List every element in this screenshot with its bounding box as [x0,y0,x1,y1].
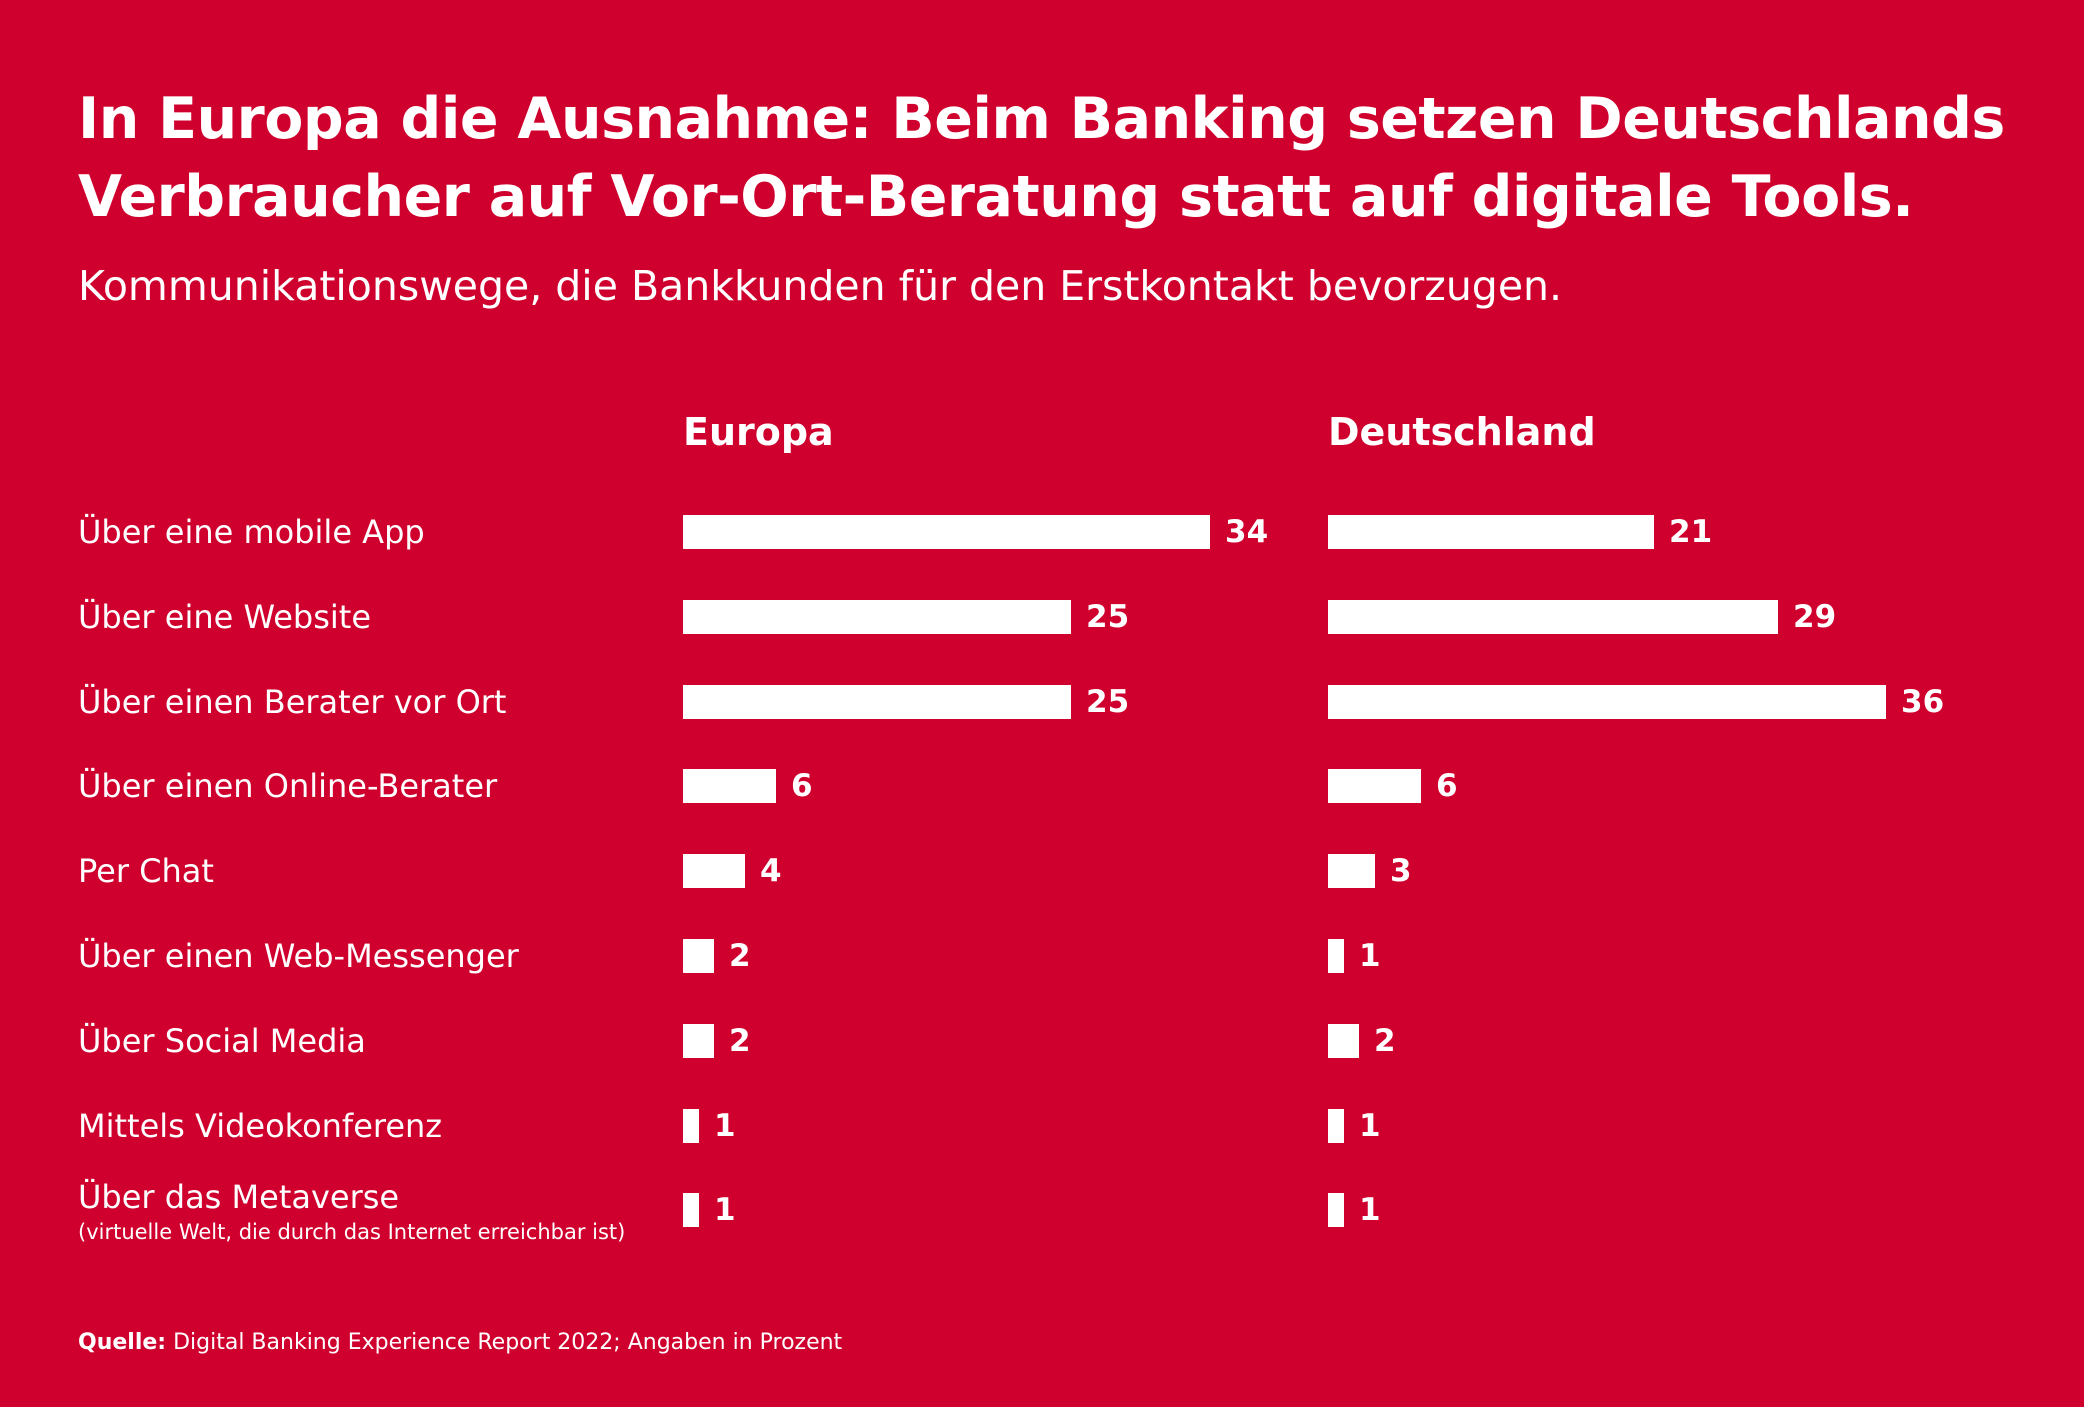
value-label-deutschland: 29 [1793,598,1837,635]
series-header-europa: Europa [683,410,834,454]
value-label-europa: 2 [729,938,751,974]
value-label-europa: 2 [729,1022,751,1059]
bar-europa [683,1193,699,1228]
value-label-deutschland: 21 [1669,514,1713,550]
category-label-text: Über eine mobile App [78,513,425,551]
value-label-europa: 1 [714,1107,736,1144]
bar-europa [683,599,1071,634]
value-label-deutschland: 2 [1374,1022,1396,1059]
bar-deutschland [1328,1108,1344,1143]
category-label: Über Social Media [78,1019,366,1063]
value-label-deutschland: 1 [1359,938,1381,974]
bar-deutschland [1328,1193,1344,1228]
value-label-deutschland: 3 [1390,853,1412,890]
value-label-europa: 4 [760,853,782,890]
bar-europa [683,939,714,973]
category-label: Per Chat [78,849,214,893]
bar-europa [683,769,776,804]
category-label-text: Über einen Online-Berater [78,767,498,806]
value-label-deutschland: 1 [1359,1107,1381,1144]
chart-subtitle: Kommunikationswege, die Bankkunden für d… [78,262,1563,310]
bar-deutschland [1328,599,1778,634]
category-label: Über einen Online-Berater [78,764,497,808]
bar-deutschland [1328,684,1886,719]
category-label: Über einen Berater vor Ort [78,680,506,724]
value-label-deutschland: 36 [1901,683,1945,720]
bar-europa [683,1108,699,1143]
bar-europa [683,1023,714,1058]
value-label-europa: 25 [1086,683,1130,720]
value-label-deutschland: 1 [1359,1192,1381,1229]
chart-title: In Europa die Ausnahme: Beim Banking set… [78,86,2005,230]
category-label-text: Über das Metaverse [78,1178,400,1217]
category-label-text: Per Chat [78,852,214,891]
source-label: Quelle: [78,1330,167,1355]
category-label: Mittels Videokonferenz [78,1104,442,1148]
series-header-deutschland: Deutschland [1328,410,1596,454]
bar-deutschland [1328,769,1421,804]
bar-europa [683,684,1071,719]
bar-deutschland [1328,854,1375,889]
source-text: Digital Banking Experience Report 2022; … [173,1330,843,1355]
value-label-europa: 34 [1225,514,1269,550]
category-label: Über das Metaverse (virtuelle Welt, die d… [78,1175,625,1245]
category-label-text: Über einen Web-Messenger [78,937,519,975]
category-label-text: Mittels Videokonferenz [78,1106,443,1145]
category-note: (virtuelle Welt, die durch das Internet … [78,1220,626,1245]
category-label-text: Über einen Berater vor Ort [78,682,507,721]
category-label: Über einen Web-Messenger [78,934,519,978]
value-label-europa: 1 [714,1192,736,1229]
bar-deutschland [1328,515,1654,549]
bar-deutschland [1328,1023,1359,1058]
bar-deutschland [1328,939,1344,973]
category-label: Über eine Website [78,595,371,639]
value-label-deutschland: 6 [1436,768,1458,805]
bar-europa [683,515,1210,549]
category-label-text: Über Social Media [78,1021,366,1060]
category-label-text: Über eine Website [78,597,372,636]
value-label-europa: 6 [791,768,813,805]
value-label-europa: 25 [1086,598,1130,635]
bar-europa [683,854,745,889]
category-label: Über eine mobile App [78,510,425,554]
source-note: Quelle: Digital Banking Experience Repor… [78,1328,842,1358]
